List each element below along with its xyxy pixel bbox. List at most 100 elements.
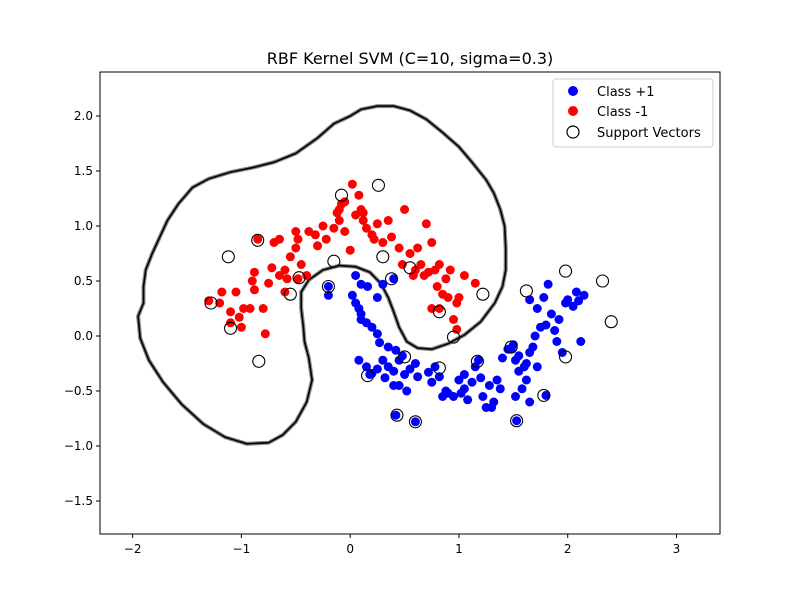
- legend-box: [552, 78, 714, 148]
- point-class-plus1: [541, 320, 551, 330]
- point-class-minus1: [215, 298, 225, 308]
- support-vector-marker: [476, 287, 490, 301]
- point-class-minus1: [253, 234, 263, 244]
- point-class-plus1: [367, 368, 377, 378]
- point-class-plus1: [410, 359, 420, 368]
- point-class-plus1: [410, 417, 420, 427]
- support-vector-marker: [384, 272, 399, 286]
- point-class-minus1: [470, 278, 480, 288]
- support-vector-marker: [537, 388, 551, 402]
- point-class-plus1: [532, 362, 542, 372]
- point-class-minus1: [394, 243, 404, 253]
- legend-label-support-vectors: Support Vectors: [597, 126, 701, 141]
- y-tick-label: −0.5: [64, 384, 93, 398]
- point-class-minus1: [449, 315, 459, 324]
- point-class-minus1: [334, 216, 344, 225]
- point-class-minus1: [413, 243, 423, 253]
- x-tick-label: 0: [346, 542, 354, 556]
- point-class-minus1: [293, 274, 303, 284]
- point-class-minus1: [454, 293, 464, 302]
- point-class-minus1: [405, 249, 415, 258]
- support-vector-marker: [221, 250, 235, 264]
- x-axis-ticks: −2 −1 0 1 2 3: [124, 534, 681, 556]
- support-vector-marker: [510, 414, 524, 428]
- point-class-minus1: [247, 276, 257, 286]
- x-tick-label: 2: [564, 542, 572, 556]
- legend-marker-class-plus1: [568, 86, 578, 96]
- point-class-plus1: [532, 304, 542, 313]
- support-vector-marker: [595, 274, 610, 288]
- point-class-minus1: [318, 221, 328, 231]
- point-class-minus1: [400, 205, 410, 214]
- point-class-minus1: [361, 223, 371, 233]
- point-class-plus1: [434, 372, 444, 382]
- point-class-minus1: [432, 282, 442, 291]
- point-class-plus1: [413, 372, 423, 382]
- point-class-plus1: [568, 301, 578, 311]
- point-class-plus1: [543, 279, 553, 289]
- point-class-minus1: [459, 271, 469, 280]
- point-class-plus1: [454, 375, 464, 385]
- point-class-plus1: [423, 367, 433, 377]
- point-class-plus1: [391, 345, 401, 355]
- point-class-minus1: [245, 304, 255, 313]
- point-class-plus1: [363, 282, 373, 291]
- point-class-minus1: [217, 287, 227, 297]
- point-class-minus1: [239, 304, 249, 313]
- point-class-minus1: [358, 208, 368, 218]
- support-vector-marker: [252, 354, 266, 368]
- support-vector-marker: [371, 178, 386, 192]
- decision-boundary-line: [137, 105, 507, 445]
- point-class-plus1: [400, 370, 410, 379]
- point-class-plus1: [474, 355, 484, 365]
- point-class-minus1: [329, 223, 339, 233]
- legend-label-class-plus1: Class +1: [597, 85, 655, 100]
- point-class-plus1: [380, 373, 390, 383]
- point-class-plus1: [539, 293, 549, 302]
- point-class-plus1: [372, 329, 382, 339]
- support-vector-marker: [361, 369, 375, 383]
- support-vector-marker: [432, 361, 446, 375]
- point-class-minus1: [445, 265, 455, 275]
- point-class-plus1: [512, 416, 522, 426]
- point-class-plus1: [323, 282, 333, 291]
- point-class-plus1: [456, 388, 466, 398]
- support-vector-marker: [403, 261, 417, 275]
- point-class-plus1: [563, 295, 573, 305]
- point-class-minus1: [249, 285, 259, 295]
- axes-frame: [99, 71, 721, 535]
- point-class-minus1: [274, 234, 284, 244]
- x-tick-label: 3: [673, 542, 681, 556]
- point-class-plus1: [511, 392, 521, 401]
- point-class-minus1: [427, 238, 437, 247]
- point-class-minus1: [264, 278, 274, 288]
- point-class-plus1: [514, 351, 524, 361]
- point-class-minus1: [258, 304, 268, 313]
- point-class-minus1: [260, 329, 270, 339]
- point-class-minus1: [372, 219, 382, 229]
- support-vector-marker: [204, 296, 218, 310]
- point-class-plus1: [467, 377, 477, 387]
- point-class-plus1: [521, 359, 531, 368]
- point-class-plus1: [550, 326, 560, 335]
- data-points: [204, 179, 589, 427]
- support-vector-marker: [408, 415, 422, 429]
- point-class-plus1: [351, 271, 361, 280]
- point-class-minus1: [434, 260, 444, 269]
- point-class-plus1: [528, 342, 538, 352]
- point-class-minus1: [321, 234, 331, 244]
- point-class-plus1: [427, 377, 437, 387]
- point-class-plus1: [378, 355, 388, 365]
- chart-title: RBF Kernel SVM (C=10, sigma=0.3): [267, 49, 554, 68]
- point-class-minus1: [234, 312, 244, 322]
- point-class-plus1: [492, 375, 502, 385]
- point-class-minus1: [354, 190, 364, 200]
- support-vector-marker: [327, 254, 341, 268]
- point-class-minus1: [340, 227, 350, 236]
- support-vector-marker: [398, 350, 412, 364]
- point-class-plus1: [443, 388, 453, 398]
- point-class-plus1: [375, 338, 385, 348]
- support-vector-marker: [470, 354, 484, 368]
- point-class-minus1: [358, 216, 368, 225]
- point-class-plus1: [530, 331, 540, 341]
